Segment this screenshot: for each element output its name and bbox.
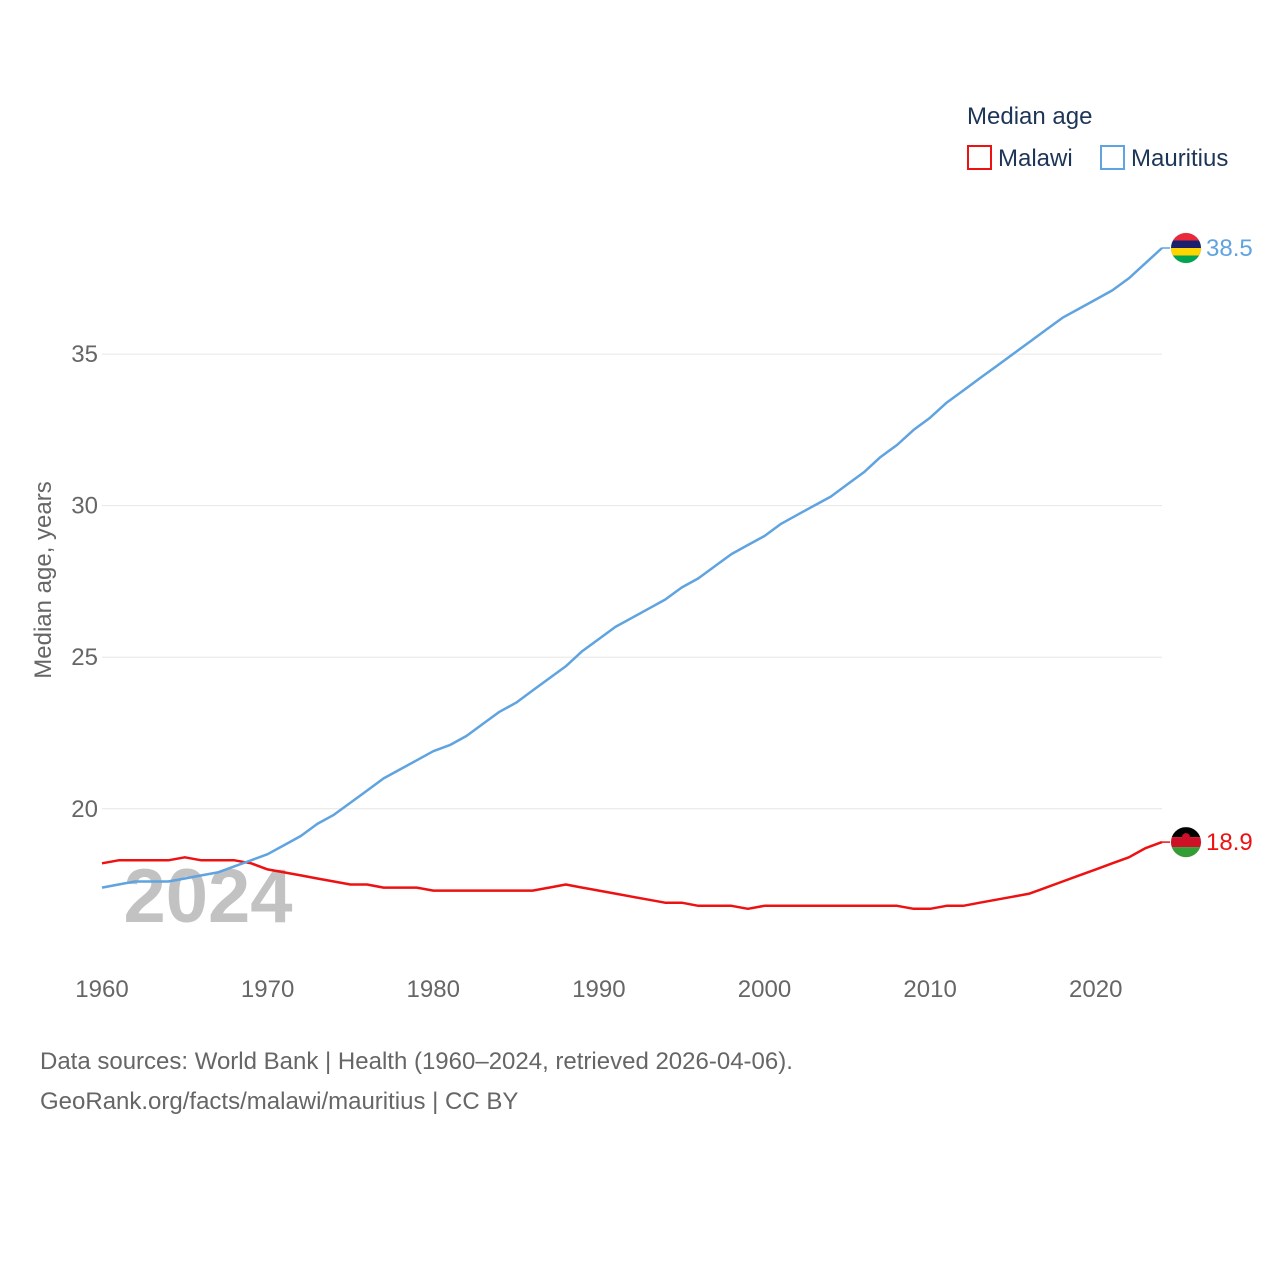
y-tick-label-25: 25 [71, 644, 98, 671]
legend-swatch-mauritius [1100, 145, 1125, 170]
median-age-chart: 2024 20 25 30 35 1960 1970 1980 1990 2000 2010 202… [30, 103, 1253, 1003]
legend-item-mauritius[interactable]: Mauritius [1100, 145, 1228, 172]
legend-label-malawi: Malawi [998, 145, 1073, 172]
x-tick-label-2000: 2000 [738, 976, 791, 1003]
x-tick-label-1970: 1970 [241, 976, 294, 1003]
series-line-malawi [101, 840, 1163, 911]
chart-footer: Data sources: World Bank | Health (1960–… [40, 1042, 793, 1122]
mauritius-flag-icon [1171, 233, 1201, 263]
end-value-label-malawi: 18.9 [1206, 829, 1253, 856]
legend-item-malawi[interactable]: Malawi [967, 145, 1073, 172]
series-line-mauritius [101, 247, 1163, 889]
legend-label-mauritius: Mauritius [1131, 145, 1228, 172]
credit-link[interactable]: GeoRank.org/facts/malawi/mauritius | CC … [40, 1088, 519, 1115]
x-tick-label-2010: 2010 [903, 976, 956, 1003]
x-tick-label-1960: 1960 [75, 976, 128, 1003]
legend-swatch-malawi [967, 145, 992, 170]
legend-title: Median age [967, 103, 1092, 130]
data-sources-note: Data sources: World Bank | Health (1960–… [40, 1048, 793, 1075]
year-watermark: 2024 [123, 854, 292, 939]
x-tick-label-2020: 2020 [1069, 976, 1122, 1003]
x-tick-label-1990: 1990 [572, 976, 625, 1003]
malawi-flag-icon [1171, 827, 1201, 858]
y-tick-label-20: 20 [71, 796, 98, 823]
x-tick-label-1980: 1980 [407, 976, 460, 1003]
y-tick-label-35: 35 [71, 341, 98, 368]
end-value-label-mauritius: 38.5 [1206, 235, 1253, 262]
y-axis-title: Median age, years [30, 481, 57, 678]
y-tick-label-30: 30 [71, 493, 98, 520]
